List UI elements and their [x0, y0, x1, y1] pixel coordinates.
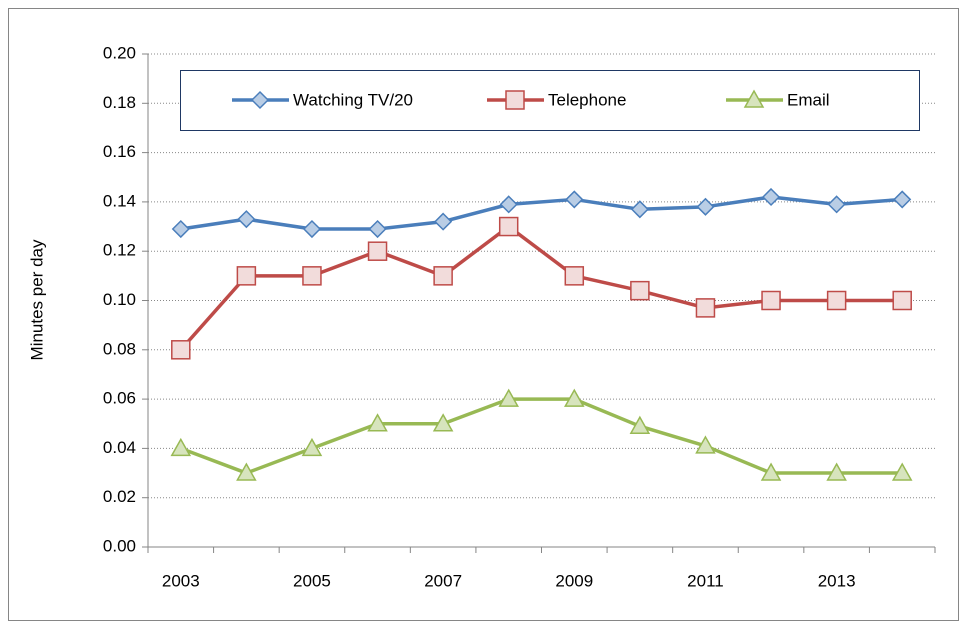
marker — [302, 266, 322, 286]
x-tick-label: 2007 — [424, 571, 462, 590]
marker — [564, 266, 585, 286]
marker — [498, 216, 519, 237]
marker — [826, 290, 847, 311]
legend-label: Watching TV/20 — [293, 90, 413, 109]
y-tick-label: 0.10 — [103, 290, 136, 309]
marker — [760, 462, 782, 481]
marker — [505, 90, 525, 110]
x-tick-label: 2005 — [293, 571, 331, 590]
x-tick-label: 2013 — [818, 571, 856, 590]
marker — [629, 415, 651, 434]
y-tick-label: 0.04 — [103, 438, 136, 457]
marker — [171, 219, 190, 239]
legend-label: Telephone — [548, 90, 626, 109]
y-tick-label: 0.16 — [103, 142, 136, 161]
marker — [236, 266, 257, 286]
marker — [827, 195, 846, 214]
marker — [171, 340, 191, 360]
legend-box — [180, 70, 920, 131]
series-line — [179, 224, 903, 351]
series-line — [180, 195, 903, 231]
legend-label: Email — [787, 90, 830, 109]
marker — [564, 388, 585, 407]
x-tick-label: 2009 — [555, 571, 593, 590]
marker — [433, 266, 453, 286]
marker — [236, 462, 257, 481]
marker — [434, 212, 453, 231]
marker — [237, 210, 256, 229]
marker — [565, 190, 584, 209]
marker — [892, 290, 912, 311]
marker — [893, 190, 912, 209]
marker — [630, 280, 650, 301]
y-tick-label: 0.00 — [103, 536, 136, 555]
marker — [891, 462, 913, 481]
marker — [761, 290, 781, 311]
y-tick-label: 0.02 — [103, 487, 136, 506]
marker — [170, 437, 192, 457]
y-tick-label: 0.20 — [103, 43, 136, 62]
y-tick-label: 0.18 — [103, 93, 136, 112]
y-tick-label: 0.06 — [103, 389, 136, 408]
marker — [826, 462, 847, 481]
series-line — [180, 397, 903, 475]
marker — [301, 437, 323, 457]
marker — [498, 388, 519, 407]
x-tick-label: 2011 — [687, 571, 724, 590]
marker — [630, 200, 649, 219]
marker — [743, 89, 765, 108]
y-axis-label: Minutes per day — [27, 239, 46, 360]
marker — [696, 197, 715, 216]
marker — [302, 219, 322, 239]
marker — [432, 413, 454, 432]
marker — [367, 413, 388, 432]
marker — [367, 241, 388, 261]
y-tick-label: 0.08 — [103, 339, 136, 358]
x-tick-label: 2003 — [162, 571, 200, 590]
marker — [695, 435, 716, 454]
marker — [761, 187, 781, 207]
y-tick-label: 0.12 — [103, 241, 136, 260]
marker — [250, 90, 270, 110]
marker — [499, 195, 518, 214]
marker — [368, 219, 387, 239]
y-tick-label: 0.14 — [103, 191, 136, 210]
marker — [695, 298, 716, 318]
